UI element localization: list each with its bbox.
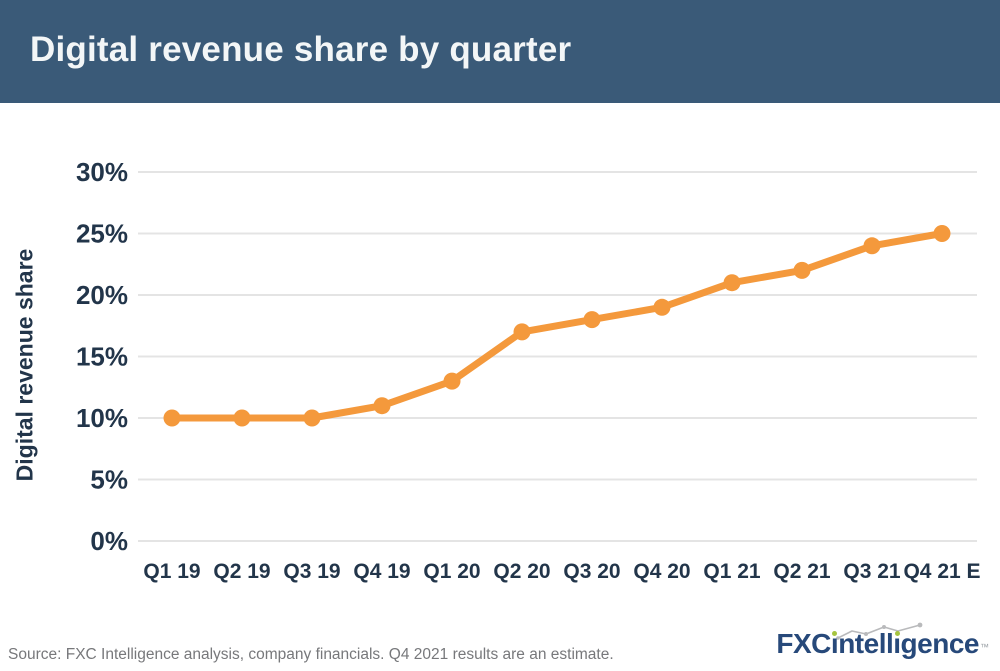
y-tick-label: 15% — [76, 342, 128, 372]
x-tick-label: Q1 19 — [143, 560, 200, 583]
logo-sparkline-icon — [836, 622, 923, 640]
source-note: Source: FXC Intelligence analysis, compa… — [8, 646, 614, 663]
x-tick-label: Q1 20 — [423, 560, 480, 583]
x-tick-label: Q4 20 — [633, 560, 690, 583]
y-tick-label: 20% — [76, 280, 128, 310]
x-tick-label: Q2 20 — [493, 560, 550, 583]
green-dot-icon — [832, 631, 838, 636]
data-point — [583, 311, 601, 329]
y-tick-label: 25% — [76, 219, 128, 249]
logo-text-intelligence: ı ntellı gence — [830, 628, 980, 659]
data-point — [513, 323, 531, 341]
x-tick-label: Q2 21 — [773, 560, 831, 583]
logo-trademark: ™ — [980, 642, 989, 652]
y-tick-label: 10% — [76, 403, 128, 433]
logo-text-fxc: FXC — [776, 628, 831, 659]
data-point — [443, 372, 461, 390]
data-point — [933, 225, 951, 242]
fxc-intelligence-logo: FXCı ntellı gence™ — [776, 622, 989, 661]
data-point — [373, 397, 391, 415]
green-dot-icon — [894, 631, 900, 636]
line-chart: 30% 25% 20% 15% 10% 5% 0% Q1 19 Q2 19 Q3 19 Q4 19 Q… — [76, 157, 981, 583]
page-title: Digital revenue share by quarter — [30, 29, 572, 69]
x-tick-label: Q1 21 — [703, 560, 761, 583]
x-tick-label: Q4 21 E — [903, 560, 980, 583]
series-line — [168, 230, 946, 422]
data-point — [653, 298, 671, 316]
logo-green-dot-i: ı — [830, 628, 839, 659]
y-tick-label: 0% — [90, 526, 128, 556]
y-tick-label: 5% — [90, 465, 128, 495]
y-tick-label: 30% — [76, 157, 128, 187]
data-point — [303, 409, 321, 427]
data-point — [863, 237, 881, 255]
header-bar: Digital revenue share by quarter — [0, 0, 1000, 103]
logo-green-dot-i: ı — [893, 628, 901, 659]
x-tick-label: Q3 19 — [283, 560, 340, 583]
x-tick-label: Q4 19 — [353, 560, 410, 583]
data-point — [233, 409, 251, 427]
x-tick-label: Q3 21 — [843, 560, 901, 583]
data-point — [163, 409, 181, 427]
data-point — [793, 261, 811, 279]
x-tick-label: Q3 20 — [563, 560, 620, 583]
x-tick-label: Q2 19 — [213, 560, 270, 583]
data-point — [723, 274, 741, 292]
